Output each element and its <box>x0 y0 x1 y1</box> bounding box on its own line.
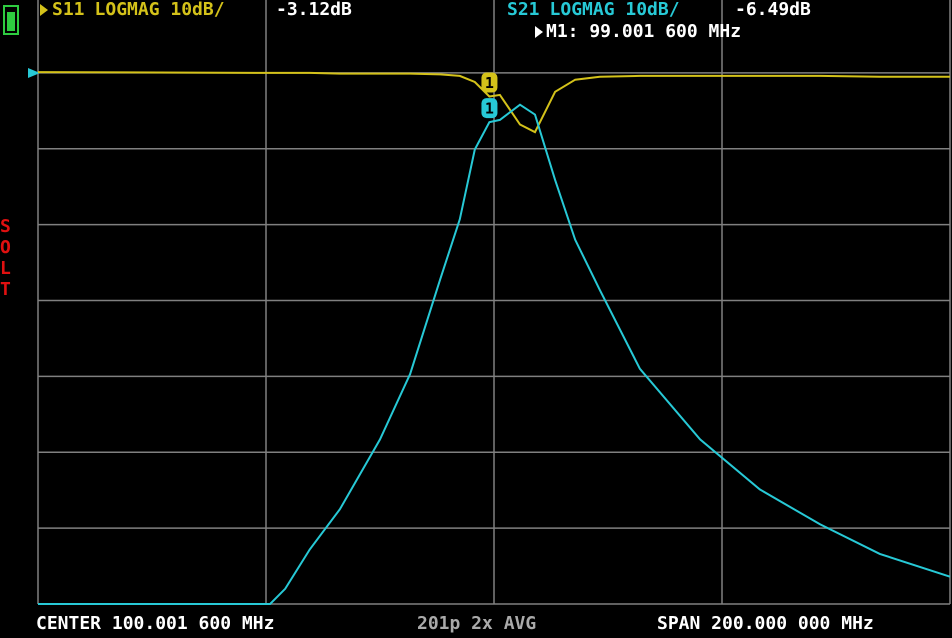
grid <box>37 0 951 605</box>
trace-line <box>37 71 950 134</box>
s21-header: S21 LOGMAG 10dB/ <box>507 0 680 20</box>
marker-badge-label: 1 <box>485 74 494 92</box>
center-frequency: CENTER 100.001 600 MHz <box>36 613 274 634</box>
battery-level <box>7 12 15 31</box>
battery-icon <box>3 5 19 35</box>
marker-readout: M1: 99.001 600 MHz <box>546 21 741 42</box>
marker-arrow <box>535 26 543 38</box>
trace-name: S21 <box>507 0 540 20</box>
trace-format: LOGMAG 10dB/ <box>95 0 225 20</box>
s21-readout: -6.49dB <box>735 0 811 20</box>
trace-name: S11 <box>52 0 85 20</box>
points-average: 201p 2x AVG <box>417 613 536 634</box>
span-frequency: SPAN 200.000 000 MHz <box>657 613 874 634</box>
marker-badge <box>481 98 498 119</box>
reference-arrow <box>28 68 40 78</box>
marker-badge <box>481 72 498 93</box>
marker-badge-label: 1 <box>485 100 494 118</box>
trace-format: LOGMAG 10dB/ <box>550 0 680 20</box>
s11-header: S11 LOGMAG 10dB/ <box>52 0 225 20</box>
active-trace-arrow <box>40 4 48 16</box>
calibration-label: SOLT <box>0 216 11 300</box>
trace-line <box>38 103 951 605</box>
s11-readout: -3.12dB <box>276 0 352 20</box>
